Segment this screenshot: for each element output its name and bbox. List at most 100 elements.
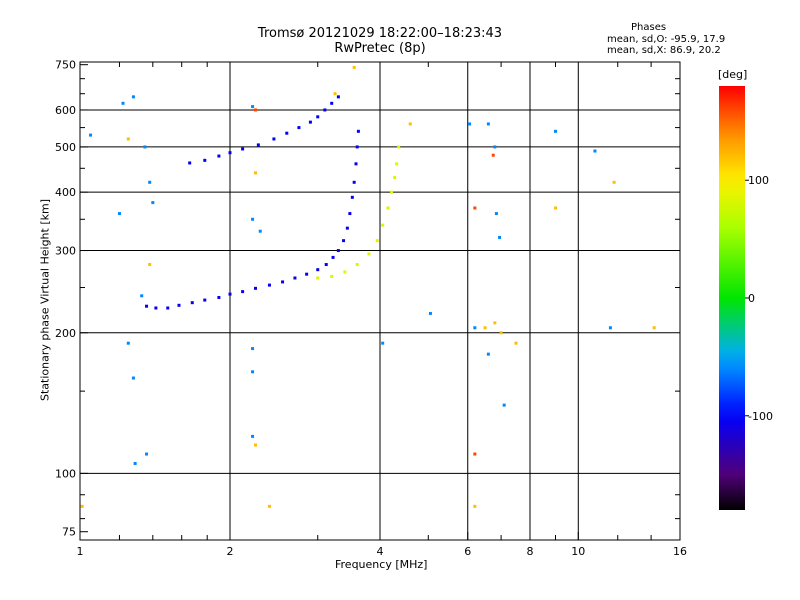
data-point bbox=[188, 161, 192, 165]
data-point bbox=[316, 115, 320, 119]
data-point bbox=[267, 283, 271, 287]
colorbar-label: [deg] bbox=[718, 68, 748, 81]
data-point bbox=[336, 249, 340, 253]
data-point bbox=[355, 145, 359, 149]
data-point bbox=[217, 295, 221, 299]
x-tick-label: 2 bbox=[227, 545, 234, 558]
data-point bbox=[498, 235, 502, 239]
data-point bbox=[145, 304, 149, 308]
data-point bbox=[148, 180, 152, 184]
data-point bbox=[514, 341, 518, 345]
data-point bbox=[253, 171, 257, 175]
x-tick-label: 6 bbox=[464, 545, 471, 558]
data-point bbox=[473, 504, 477, 508]
y-tick-label: 600 bbox=[55, 104, 76, 117]
data-point bbox=[354, 162, 358, 166]
data-point bbox=[483, 326, 487, 330]
data-point bbox=[177, 303, 181, 307]
data-point bbox=[491, 153, 495, 157]
data-point bbox=[143, 145, 147, 149]
data-point bbox=[493, 321, 497, 325]
data-point bbox=[89, 133, 93, 137]
data-point bbox=[308, 120, 312, 124]
data-point bbox=[241, 290, 245, 294]
data-point bbox=[468, 122, 472, 126]
data-point bbox=[148, 263, 152, 267]
data-point bbox=[285, 131, 289, 135]
data-point bbox=[393, 176, 397, 180]
data-point bbox=[652, 326, 656, 330]
data-point bbox=[131, 376, 135, 380]
data-point bbox=[228, 292, 232, 296]
data-point bbox=[154, 306, 158, 310]
data-point bbox=[281, 280, 285, 284]
data-point bbox=[356, 129, 360, 133]
data-point bbox=[190, 301, 194, 305]
data-point bbox=[486, 122, 490, 126]
data-point bbox=[256, 143, 260, 147]
x-tick-label: 16 bbox=[673, 545, 687, 558]
data-point bbox=[473, 206, 477, 210]
data-point bbox=[428, 311, 432, 315]
data-point bbox=[251, 347, 255, 351]
data-point bbox=[395, 162, 399, 166]
data-point bbox=[355, 263, 359, 267]
y-tick-label: 200 bbox=[55, 327, 76, 340]
data-point bbox=[140, 294, 144, 298]
data-point bbox=[151, 201, 155, 205]
y-tick-label: 750 bbox=[55, 59, 76, 72]
y-tick-label: 300 bbox=[55, 245, 76, 258]
y-tick-label: 400 bbox=[55, 186, 76, 199]
data-point bbox=[297, 126, 301, 130]
y-tick-label: 75 bbox=[62, 526, 76, 539]
data-point bbox=[593, 149, 597, 153]
data-point bbox=[342, 239, 346, 243]
data-point bbox=[608, 326, 612, 330]
data-point bbox=[553, 129, 557, 133]
data-point bbox=[131, 95, 135, 99]
data-point bbox=[612, 180, 616, 184]
chart-title: Tromsø 20121029 18:22:00–18:23:43 bbox=[257, 26, 503, 41]
x-tick-label: 8 bbox=[527, 545, 534, 558]
data-point bbox=[350, 195, 354, 199]
data-point bbox=[203, 158, 207, 162]
data-point bbox=[126, 341, 130, 345]
data-point bbox=[381, 223, 385, 227]
colorbar bbox=[719, 86, 745, 510]
data-point bbox=[473, 452, 477, 456]
data-point bbox=[251, 370, 255, 374]
data-point bbox=[336, 95, 340, 99]
data-point bbox=[386, 206, 390, 210]
phases-label: Phases bbox=[631, 22, 667, 33]
stats-o-mode: mean, sd,O: -95.9, 17.9 bbox=[607, 34, 726, 45]
data-point bbox=[272, 137, 276, 141]
data-point bbox=[375, 239, 379, 243]
data-point bbox=[343, 270, 347, 274]
data-point bbox=[251, 434, 255, 438]
data-point bbox=[331, 255, 335, 259]
x-tick-label: 10 bbox=[571, 545, 585, 558]
data-point bbox=[323, 108, 327, 112]
colorbar-tick-label: 0 bbox=[748, 292, 755, 305]
y-tick-label: 100 bbox=[55, 467, 76, 480]
data-point bbox=[330, 101, 334, 105]
data-point bbox=[330, 274, 334, 278]
data-point bbox=[253, 286, 257, 290]
data-point bbox=[493, 145, 497, 149]
data-point bbox=[352, 65, 356, 69]
data-point bbox=[316, 276, 320, 280]
data-point bbox=[166, 306, 170, 310]
data-point bbox=[316, 268, 320, 272]
data-point bbox=[80, 504, 84, 508]
chart-subtitle: RwPretec (8p) bbox=[334, 41, 426, 56]
data-point bbox=[293, 276, 297, 280]
data-point bbox=[121, 101, 125, 105]
data-point bbox=[553, 206, 557, 210]
data-point bbox=[499, 331, 503, 335]
data-point bbox=[333, 92, 337, 96]
data-point bbox=[348, 212, 352, 216]
data-point bbox=[117, 212, 121, 216]
data-point bbox=[267, 504, 271, 508]
